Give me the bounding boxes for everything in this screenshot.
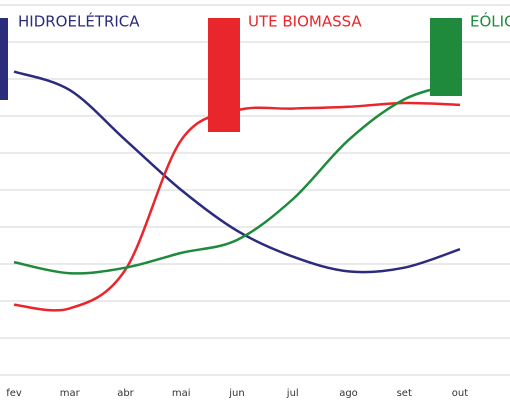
series-line bbox=[13, 70, 461, 274]
legend-label: HIDROELÉTRICA bbox=[18, 12, 140, 31]
x-tick-label: mai bbox=[172, 388, 191, 399]
legend-label: EÓLICA bbox=[470, 12, 510, 31]
legend-label: UTE BIOMASSA bbox=[248, 13, 362, 31]
series-line bbox=[13, 81, 461, 275]
x-tick-label: abr bbox=[117, 388, 134, 399]
x-tick-label: jul bbox=[286, 388, 299, 399]
x-axis: fev mar abr mai jun jul ago set out bbox=[6, 388, 468, 399]
grid bbox=[0, 4, 510, 376]
legend-swatch bbox=[430, 18, 462, 96]
legend-swatch bbox=[0, 18, 8, 100]
x-tick-label: out bbox=[452, 388, 468, 399]
x-tick-label: mar bbox=[60, 388, 81, 399]
x-tick-label: jun bbox=[228, 388, 244, 399]
x-tick-label: fev bbox=[6, 388, 22, 399]
x-tick-label: ago bbox=[339, 388, 358, 399]
legend: HIDROELÉTRICA UTE BIOMASSA EÓLICA bbox=[0, 12, 510, 132]
legend-swatch bbox=[208, 18, 240, 132]
x-tick-label: set bbox=[397, 388, 412, 399]
